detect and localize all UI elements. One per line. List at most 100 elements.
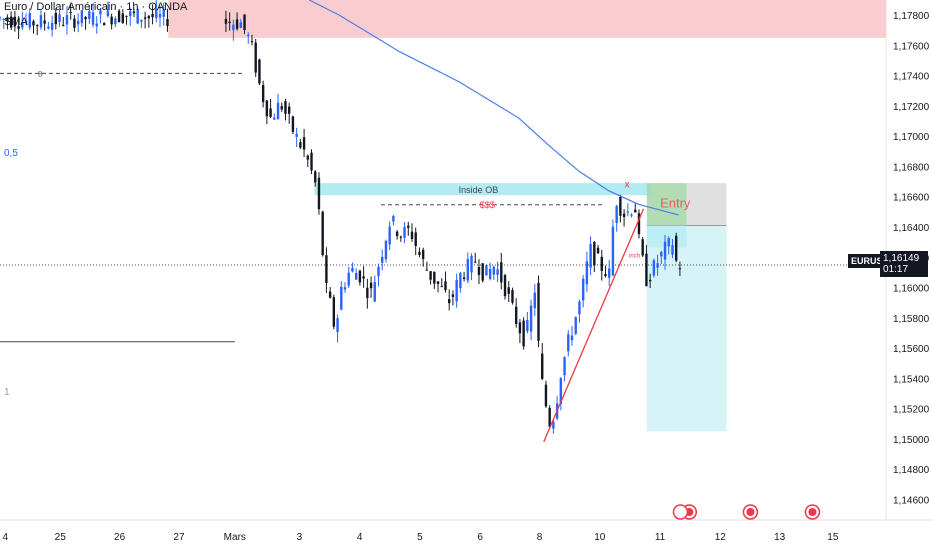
- y-tick-label: 1,16000: [893, 284, 930, 295]
- candle-body: [377, 266, 380, 277]
- candle-body: [336, 318, 339, 333]
- current-price-tag: 1,16149 01:17: [880, 251, 928, 277]
- candle-body: [403, 226, 406, 238]
- x-tick-label: 27: [173, 532, 185, 543]
- candle-body: [250, 41, 254, 43]
- candle-body: [503, 275, 507, 297]
- candle-body: [630, 214, 633, 216]
- candle-body: [358, 270, 362, 283]
- candle-body: [302, 137, 306, 150]
- candle-body: [125, 15, 128, 17]
- candle-body: [362, 276, 365, 279]
- candle-body: [470, 255, 473, 273]
- candle-body: [608, 268, 611, 278]
- candle-body: [265, 100, 269, 117]
- candle-body: [373, 282, 376, 302]
- candle-body: [500, 262, 503, 283]
- y-tick-label: 1,15000: [893, 435, 930, 446]
- candle-body: [570, 335, 574, 341]
- candle-body: [151, 13, 154, 18]
- event-lightning-icon: [672, 504, 689, 520]
- candle-body: [369, 282, 373, 289]
- candle-body: [407, 225, 410, 228]
- candle-body: [589, 243, 592, 268]
- candle-body: [559, 378, 563, 405]
- candle-body: [21, 22, 24, 28]
- y-tick-label: 1,16400: [893, 223, 930, 234]
- candle-body: [455, 279, 458, 302]
- candle-body: [425, 269, 429, 271]
- candle-body: [114, 18, 117, 25]
- x-tick-label: 25: [55, 532, 67, 543]
- inside-ob-label: Inside OB: [459, 185, 499, 195]
- candle-body: [578, 301, 581, 315]
- candle-body: [563, 357, 566, 376]
- candle-body: [0, 17, 2, 19]
- fib-level-b-tag: B: [38, 71, 43, 78]
- candle-body: [433, 271, 436, 284]
- candle-body: [224, 18, 228, 24]
- y-tick-label: 1,15600: [893, 344, 930, 355]
- candle-body: [80, 10, 84, 24]
- candle-body: [280, 106, 283, 110]
- candle-body: [287, 106, 291, 114]
- candle-body: [328, 291, 332, 298]
- candle-body: [429, 271, 432, 280]
- candle-body: [507, 287, 510, 294]
- candle-body: [343, 287, 347, 290]
- candle-body: [604, 274, 607, 277]
- candle-body: [474, 261, 477, 263]
- candle-body: [295, 134, 298, 137]
- candle-body: [13, 16, 17, 27]
- candle-body: [514, 306, 518, 325]
- y-tick-label: 1,15400: [893, 374, 930, 385]
- entry-label: Entry: [660, 195, 691, 210]
- candle-body: [284, 101, 287, 114]
- y-tick-label: 1,17200: [893, 102, 930, 113]
- candle-body: [548, 407, 551, 427]
- candle-body: [436, 281, 440, 284]
- y-tick-label: 1,17400: [893, 72, 930, 83]
- candle-body: [162, 9, 165, 17]
- candle-body: [9, 16, 13, 28]
- candle-body: [641, 239, 644, 256]
- candle-body: [2, 18, 5, 20]
- candle-body: [634, 209, 637, 213]
- target-zone: [646, 225, 727, 432]
- candle-body: [310, 152, 313, 171]
- candle-body: [110, 16, 113, 25]
- trendline: [543, 208, 645, 443]
- candle-body: [317, 177, 321, 210]
- candle-body: [619, 196, 622, 216]
- y-tick-label: 1,14800: [893, 465, 930, 476]
- candle-body: [54, 12, 58, 25]
- candle-body: [381, 256, 384, 263]
- candle-body: [17, 26, 20, 29]
- candle-body: [43, 20, 46, 24]
- current-price: 1,16149: [883, 253, 920, 264]
- candle-body: [459, 272, 462, 289]
- candle-body: [84, 16, 87, 20]
- candle-body: [615, 206, 618, 224]
- candle-body: [314, 171, 317, 183]
- candle-body: [299, 142, 302, 148]
- candle-body: [95, 23, 98, 27]
- stop-zone: [686, 183, 727, 226]
- candle-body: [581, 278, 585, 301]
- candle-body: [47, 26, 50, 29]
- candle-body: [88, 11, 91, 19]
- candle-body: [132, 11, 136, 14]
- candle-body: [574, 317, 577, 334]
- fib-label-one: 1: [4, 387, 10, 398]
- candle-body: [24, 20, 28, 23]
- inside-ob-zone: [314, 183, 652, 196]
- indicator-label[interactable]: SMA: [4, 16, 28, 28]
- candle-body: [65, 15, 69, 25]
- x-tick-label: 5: [417, 532, 423, 543]
- candle-body: [91, 12, 95, 25]
- candle-body: [58, 14, 61, 23]
- candle-body: [522, 320, 525, 347]
- liquidity-label: $$$: [480, 200, 495, 210]
